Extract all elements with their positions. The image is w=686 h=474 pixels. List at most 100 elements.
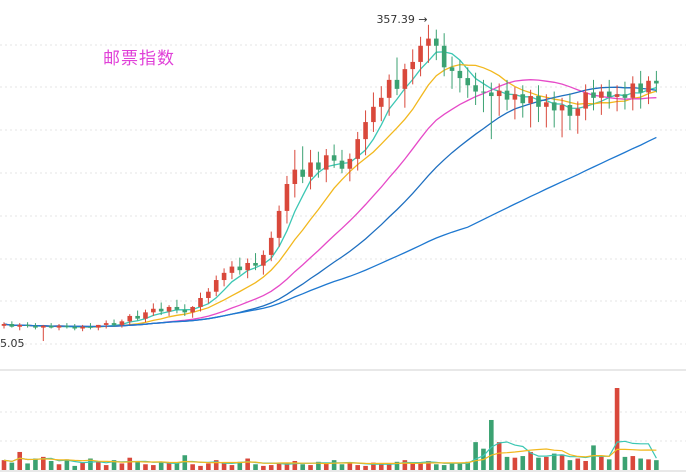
candle-body [221,272,227,281]
volume-bar [347,463,353,470]
candle-body [1,324,7,326]
volume-bar [591,445,596,470]
candle-body [496,90,502,97]
candle-body [331,155,337,161]
candle-body [630,83,636,98]
volume-bar [646,459,651,470]
volume-bar [583,460,588,470]
volume-bar [418,462,423,470]
volume-bar [512,457,518,470]
candle-body [174,306,180,310]
candle-body [473,85,478,92]
candle-body [198,297,203,307]
volume-bar [457,463,463,470]
candle-body [229,266,235,273]
volume-bar [17,451,23,470]
volume-bar [103,465,109,470]
volume-bar [441,465,447,470]
volume-bar [111,460,117,470]
volume-bar [96,461,101,470]
volume-bar [551,453,557,470]
volume-bar [174,462,180,470]
candle-body [190,306,195,313]
candle-body [654,80,659,84]
candle-body [339,160,345,169]
volume-bar [166,463,172,470]
volume-bar [48,460,54,470]
volume-bar [378,463,384,470]
candle-body [48,325,54,328]
candle-body [158,308,164,312]
volume-bar [292,460,298,470]
volume-bar [1,460,7,470]
candle-body [489,92,494,97]
ma5-line [3,51,657,328]
volume-bar [528,451,533,470]
candle-body [622,94,628,98]
volume-bar [213,460,219,470]
candle-body [151,308,156,313]
volume-bar [151,465,156,470]
candle-body [465,78,471,86]
volume-bar [544,456,549,470]
candle-body [64,325,70,327]
candle-body [88,326,93,328]
candle-body [481,91,486,93]
candle-body [300,169,305,177]
volume-bar [465,461,471,470]
candle-body [378,97,384,107]
volume-bar [237,461,243,470]
volume-bar [567,460,573,470]
candle-body [591,92,596,98]
candle-body [245,262,250,271]
candle-body [80,326,85,329]
volume-bar [599,456,604,470]
volume-bar [261,465,266,470]
candle-body [434,38,439,46]
volume-bar [41,456,46,470]
volume-bar [394,461,400,470]
candle-body [559,105,565,111]
volume-bar [371,462,376,470]
candle-body [638,83,643,93]
candle-body [253,262,258,266]
candle-body [394,79,400,89]
volume-bar [221,462,227,470]
volume-bar [489,419,494,470]
candle-body [206,291,211,298]
volume-bar [88,458,93,470]
candle-body [355,139,360,159]
candle-body [25,324,30,326]
volume-bar [143,464,148,470]
volume-bar [72,465,78,470]
volume-bar [56,464,62,470]
volume-bar [402,460,408,470]
candle-body [386,79,392,98]
candle-body [410,61,416,70]
volume-bar [9,462,15,470]
candle-body [103,323,109,325]
candle-body [323,155,329,170]
candle-body [371,106,376,123]
volume-bar [536,457,541,470]
volume-bar [622,456,628,470]
volume-bar [316,461,321,470]
candle-body [449,67,455,71]
volume-bar [504,456,510,470]
volume-bar [520,456,526,470]
candle-body [575,108,581,116]
candle-body [504,90,510,100]
candle-body [41,325,46,328]
volume-bar [575,458,581,470]
candle-body [536,96,541,107]
volume-bar [355,465,360,470]
candle-body [402,69,408,89]
candle-body [33,325,38,328]
volume-bar [386,464,392,470]
volume-bar [496,442,502,470]
volume-bar [638,458,643,470]
volume-bar [268,465,274,470]
volume-bar [206,463,211,470]
